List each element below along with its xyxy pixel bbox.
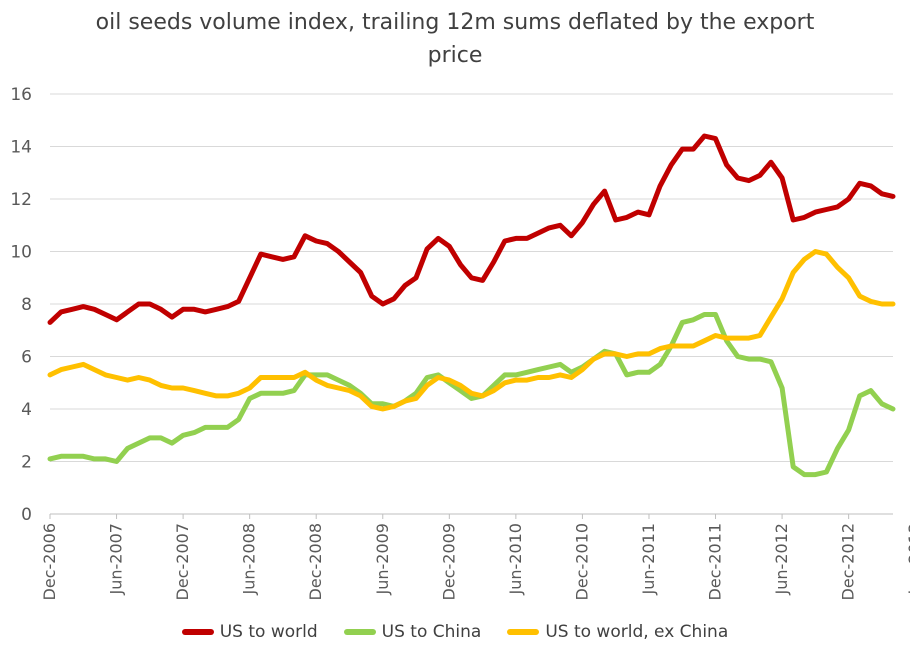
y-tick-label: 16 bbox=[10, 85, 32, 105]
x-tick-label: Jun-2009 bbox=[373, 523, 392, 596]
x-tick-label: Jun-2013 bbox=[905, 523, 910, 596]
y-tick-label: 4 bbox=[21, 400, 32, 420]
x-tick-label: Dec-2009 bbox=[439, 523, 458, 600]
y-tick-label: 6 bbox=[21, 348, 32, 368]
legend-label-us-to-world-ex-china: US to world, ex China bbox=[545, 622, 729, 642]
y-tick-label: 8 bbox=[21, 295, 32, 315]
chart-legend: US to world US to China US to world, ex … bbox=[0, 622, 910, 642]
chart-title-line-2: price bbox=[427, 43, 483, 68]
legend-item-us-to-world-ex-china: US to world, ex China bbox=[507, 622, 728, 642]
x-tick-label: Dec-2010 bbox=[572, 523, 591, 600]
y-tick-label: 0 bbox=[21, 505, 32, 525]
y-tick-label: 12 bbox=[10, 190, 32, 210]
x-tick-label: Dec-2006 bbox=[40, 523, 59, 600]
series-line-2 bbox=[47, 249, 896, 412]
legend-item-us-to-china: US to China bbox=[343, 622, 482, 642]
x-tick-label: Dec-2008 bbox=[306, 523, 325, 600]
x-tick-label: Jun-2008 bbox=[240, 523, 259, 596]
x-tick-label: Jun-2012 bbox=[772, 523, 791, 596]
x-tick-label: Dec-2012 bbox=[839, 523, 858, 600]
x-tick-label: Jun-2011 bbox=[639, 523, 658, 596]
legend-label-us-to-world: US to world bbox=[219, 622, 318, 642]
x-tick-label: Jun-2007 bbox=[107, 523, 126, 596]
x-tick-label: Jun-2010 bbox=[506, 523, 525, 596]
legend-label-us-to-china: US to China bbox=[381, 622, 482, 642]
legend-swatch-us-to-world-ex-china bbox=[507, 629, 540, 635]
series-line-1 bbox=[47, 312, 896, 478]
legend-swatch-us-to-world bbox=[181, 629, 214, 635]
y-tick-label: 2 bbox=[21, 453, 32, 473]
y-tick-label: 10 bbox=[10, 243, 32, 263]
legend-item-us-to-world: US to world bbox=[181, 622, 318, 642]
legend-swatch-us-to-china bbox=[343, 629, 376, 635]
y-tick-label: 14 bbox=[10, 138, 32, 158]
series-line-0 bbox=[47, 133, 896, 325]
x-tick-label: Dec-2007 bbox=[173, 523, 192, 600]
chart-title-line-1: oil seeds volume index, trailing 12m sum… bbox=[95, 10, 815, 35]
x-tick-label: Dec-2011 bbox=[706, 523, 725, 600]
